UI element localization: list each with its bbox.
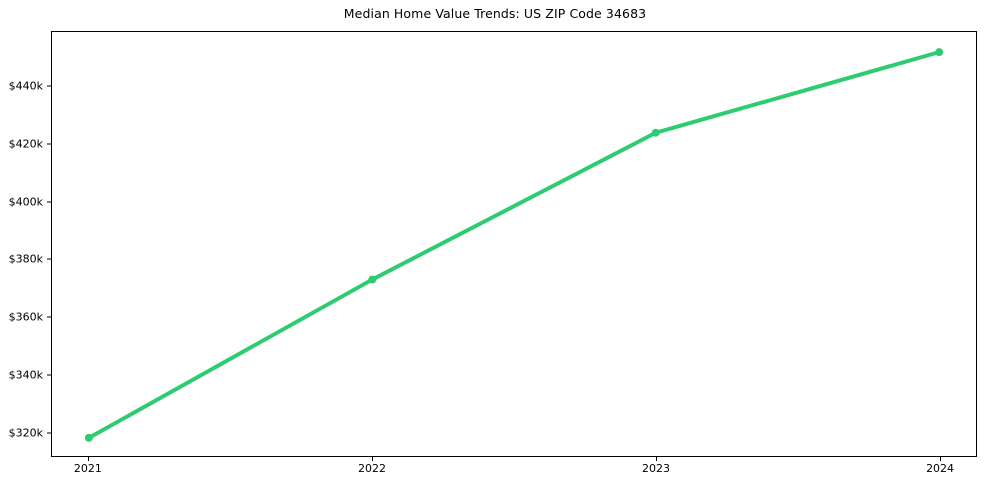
x-tick-mark <box>87 457 89 461</box>
data-point-marker <box>935 48 944 57</box>
y-tick-mark <box>47 432 51 434</box>
series-line <box>86 50 942 440</box>
y-tick-label: $420k <box>8 137 43 151</box>
x-tick-label: 2024 <box>926 462 955 475</box>
y-tick-mark <box>47 143 51 145</box>
y-tick-label: $320k <box>8 426 43 440</box>
y-tick-label: $340k <box>8 368 43 382</box>
plot-area <box>51 31 977 457</box>
y-tick-mark <box>47 374 51 376</box>
line-series-layer <box>84 48 944 442</box>
chart-title: Median Home Value Trends: US ZIP Code 34… <box>343 6 647 21</box>
data-point-marker <box>368 275 377 284</box>
x-tick-mark <box>940 457 942 461</box>
x-tick-mark <box>656 457 658 461</box>
y-tick-label: $380k <box>8 252 43 266</box>
x-tick-mark <box>371 457 373 461</box>
data-point-marker <box>651 128 660 137</box>
y-tick-mark <box>47 85 51 87</box>
x-tick-label: 2023 <box>642 462 671 475</box>
y-tick-label: $360k <box>8 310 43 324</box>
y-axis: $320k $340k $360k $380k $400k $420k $440k <box>0 0 43 490</box>
y-tick-label: $400k <box>8 195 43 209</box>
y-tick-mark <box>47 258 51 260</box>
y-tick-mark <box>47 201 51 203</box>
data-point-marker <box>84 433 93 442</box>
y-tick-label: $440k <box>8 79 43 93</box>
y-tick-mark <box>47 316 51 318</box>
x-tick-label: 2022 <box>357 462 386 475</box>
x-tick-label: 2021 <box>73 462 102 475</box>
